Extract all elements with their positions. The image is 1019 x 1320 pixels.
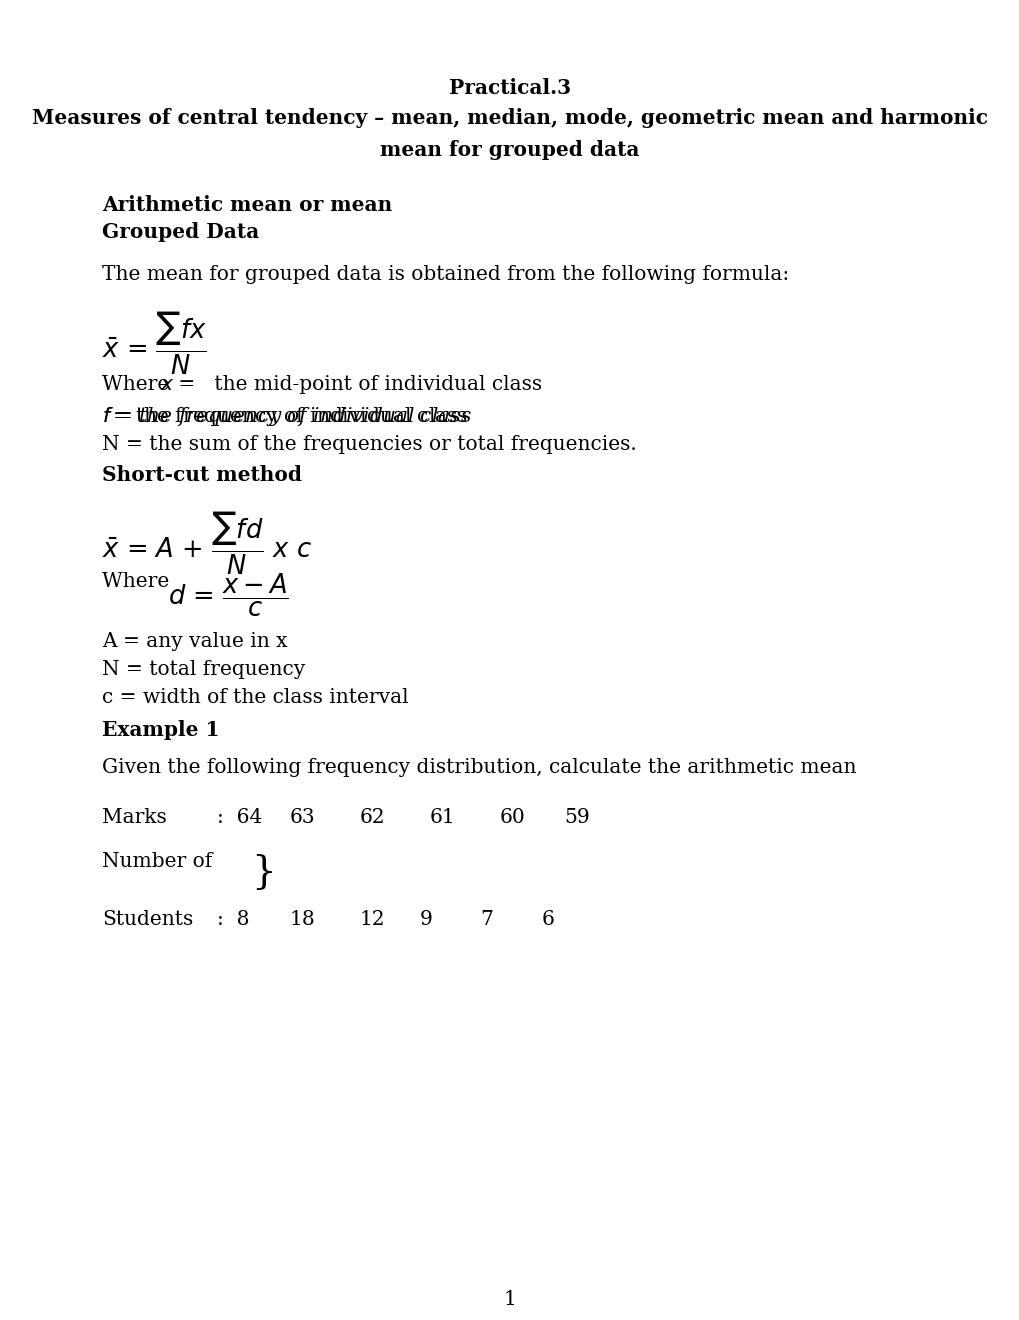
Text: 59: 59: [564, 808, 589, 828]
Text: Number of: Number of: [102, 851, 212, 871]
Text: Practical.3: Practical.3: [448, 78, 571, 98]
Text: =   the mid-point of individual class: = the mid-point of individual class: [172, 375, 541, 393]
Text: 61: 61: [430, 808, 455, 828]
Text: Grouped Data: Grouped Data: [102, 222, 259, 242]
Text: Students: Students: [102, 909, 193, 929]
Text: The mean for grouped data is obtained from the following formula:: The mean for grouped data is obtained fr…: [102, 265, 789, 284]
Text: 62: 62: [360, 808, 385, 828]
Text: 9: 9: [420, 909, 432, 929]
Text: Arithmetic mean or mean: Arithmetic mean or mean: [102, 195, 392, 215]
Text: Marks: Marks: [102, 808, 166, 828]
Text: :  64: : 64: [217, 808, 262, 828]
Text: $x$: $x$: [160, 375, 174, 393]
Text: Given the following frequency distribution, calculate the arithmetic mean: Given the following frequency distributi…: [102, 758, 856, 777]
Text: $\bar{x}$ = $A$ + $\dfrac{\sum fd}{N}$ $x$ $c$: $\bar{x}$ = $A$ + $\dfrac{\sum fd}{N}$ $…: [102, 510, 312, 577]
Text: 7: 7: [480, 909, 492, 929]
Text: :  8: : 8: [217, 909, 250, 929]
Text: Example 1: Example 1: [102, 719, 219, 741]
Text: A = any value in x: A = any value in x: [102, 632, 287, 651]
Text: Where: Where: [102, 375, 175, 393]
Text: c = width of the class interval: c = width of the class interval: [102, 688, 409, 708]
Text: 18: 18: [289, 909, 316, 929]
Text: 63: 63: [289, 808, 315, 828]
Text: mean for grouped data: mean for grouped data: [380, 140, 639, 160]
Text: Measures of central tendency – mean, median, mode, geometric mean and harmonic: Measures of central tendency – mean, med…: [32, 108, 987, 128]
Text: 60: 60: [499, 808, 525, 828]
Text: N = the sum of the frequencies or total frequencies.: N = the sum of the frequencies or total …: [102, 436, 636, 454]
Text: $f$ = the frequency of individual class: $f$ = the frequency of individual class: [102, 405, 471, 428]
Text: N = total frequency: N = total frequency: [102, 660, 305, 678]
Text: 1: 1: [503, 1290, 516, 1309]
Text: }: }: [252, 854, 276, 891]
Text: $\bar{x}$ = $\dfrac{\sum fx}{N}$: $\bar{x}$ = $\dfrac{\sum fx}{N}$: [102, 310, 207, 378]
Text: 6: 6: [541, 909, 554, 929]
Text: 12: 12: [360, 909, 385, 929]
Text: Short-cut method: Short-cut method: [102, 465, 302, 484]
Text: $f\/$= the frequency of individual class: $f\/$= the frequency of individual class: [102, 405, 468, 428]
Text: $d$ = $\dfrac{x - A}{c}$: $d$ = $\dfrac{x - A}{c}$: [168, 572, 288, 619]
Text: Where: Where: [102, 572, 181, 591]
